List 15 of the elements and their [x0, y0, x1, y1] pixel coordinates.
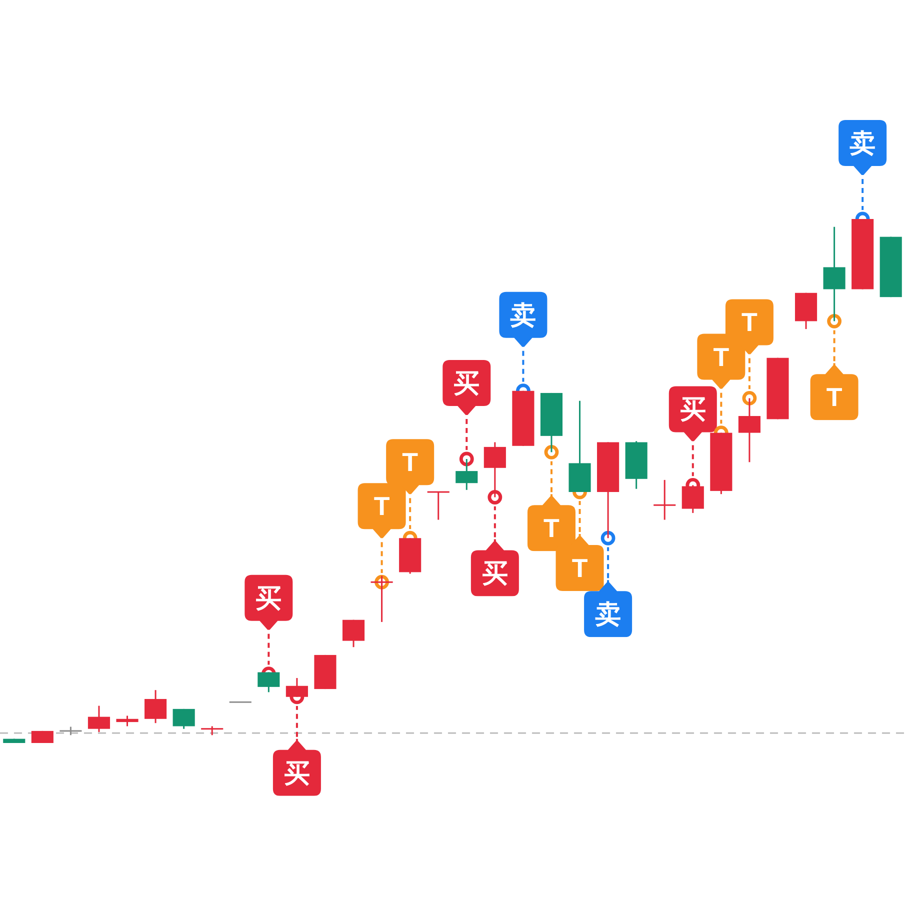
series-label: T: [572, 553, 588, 583]
series-label: 卖: [510, 300, 536, 330]
series-label: 买: [256, 582, 282, 613]
series-label: T: [742, 307, 758, 338]
series-label: T: [713, 342, 730, 372]
series-label: T: [826, 382, 842, 412]
series-label: T: [544, 513, 560, 544]
series-label: 买: [454, 368, 480, 398]
series-label: 买: [482, 558, 508, 588]
series-label: T: [402, 447, 418, 478]
series-label: 买: [680, 394, 706, 424]
series-label: T: [374, 491, 390, 522]
series-label: 卖: [850, 128, 876, 158]
series-label: 买: [284, 758, 310, 788]
series-label: 卖: [595, 599, 622, 630]
